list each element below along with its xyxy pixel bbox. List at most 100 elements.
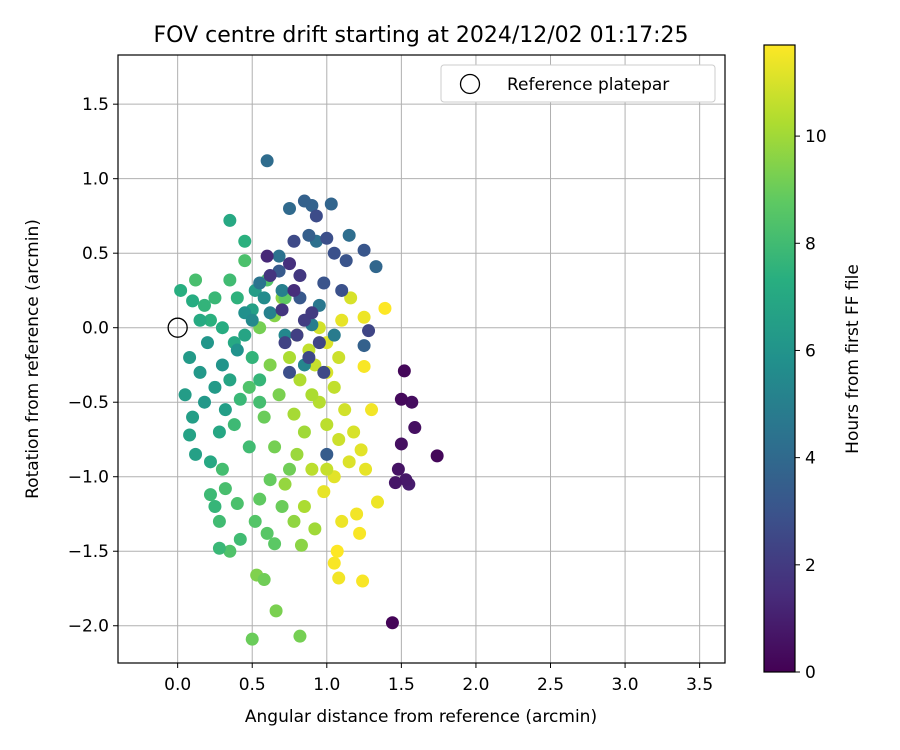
scatter-point xyxy=(283,365,297,379)
legend-open-circle-icon xyxy=(459,73,481,95)
legend-label: Reference platepar xyxy=(507,75,669,95)
scatter-point xyxy=(189,447,203,461)
scatter-point xyxy=(227,418,241,432)
scatter-point xyxy=(215,358,229,372)
scatter-point xyxy=(245,632,259,646)
scatter-point xyxy=(223,273,237,287)
scatter-point xyxy=(253,276,267,290)
scatter-point xyxy=(260,154,274,168)
scatter-point xyxy=(338,403,352,417)
scatter-point xyxy=(287,283,301,297)
scatter-point xyxy=(253,492,267,506)
scatter-point xyxy=(272,249,286,263)
scatter-point xyxy=(183,351,197,365)
scatter-point xyxy=(203,488,217,502)
scatter-point xyxy=(317,485,331,499)
scatter-point xyxy=(308,522,322,536)
scatter-point xyxy=(332,432,346,446)
scatter-point xyxy=(347,425,361,439)
chart-title: FOV centre drift starting at 2024/12/02 … xyxy=(154,23,689,48)
scatter-point xyxy=(357,359,371,373)
scatter-point xyxy=(278,477,292,491)
legend-box xyxy=(440,64,716,103)
colorbar-tick-label: 10 xyxy=(805,127,827,147)
scatter-point xyxy=(327,328,341,342)
scatter-point xyxy=(275,303,289,317)
scatter-point xyxy=(203,455,217,469)
scatter-point xyxy=(245,351,259,365)
scatter-point xyxy=(305,462,319,476)
scatter-point xyxy=(212,514,226,528)
scatter-point xyxy=(320,231,334,245)
scatter-point xyxy=(330,544,344,558)
y-tick-label: 1.0 xyxy=(82,170,109,190)
scatter-point xyxy=(335,514,349,528)
scatter-point xyxy=(186,410,200,424)
scatter-point xyxy=(215,321,229,335)
colorbar-gradient xyxy=(763,44,796,673)
scatter-point xyxy=(408,421,422,435)
scatter-point xyxy=(356,574,370,588)
scatter-point xyxy=(233,532,247,546)
scatter-point xyxy=(283,351,297,365)
scatter-point xyxy=(253,373,267,387)
scatter-point xyxy=(287,407,301,421)
scatter-point xyxy=(354,443,368,457)
scatter-point xyxy=(215,462,229,476)
scatter-point xyxy=(350,507,364,521)
scatter-point xyxy=(253,395,267,409)
scatter-point xyxy=(198,298,212,312)
scatter-point xyxy=(293,629,307,643)
scatter-point xyxy=(305,306,319,320)
colorbar-tick-label: 2 xyxy=(805,556,816,576)
scatter-point xyxy=(230,291,244,305)
scatter-point xyxy=(327,246,341,260)
colorbar-tick-label: 0 xyxy=(805,663,816,683)
scatter-point xyxy=(317,365,331,379)
scatter-point xyxy=(245,313,259,327)
scatter-point xyxy=(208,500,222,514)
scatter-point xyxy=(203,313,217,327)
scatter-point xyxy=(335,313,349,327)
scatter-point xyxy=(263,306,277,320)
y-tick-label: −2.0 xyxy=(68,617,109,637)
scatter-point xyxy=(283,462,297,476)
y-tick-label: 0.5 xyxy=(82,244,109,264)
scatter-point xyxy=(257,410,271,424)
scatter-point xyxy=(189,273,203,287)
x-tick-label: 3.0 xyxy=(612,675,639,695)
scatter-point xyxy=(359,462,373,476)
colorbar-tick-label: 6 xyxy=(805,341,816,361)
x-tick-label: 2.5 xyxy=(537,675,564,695)
scatter-point xyxy=(342,228,356,242)
scatter-point xyxy=(238,328,252,342)
scatter-point xyxy=(263,473,277,487)
scatter-point xyxy=(312,336,326,350)
scatter-point xyxy=(223,373,237,387)
colorbar: 0 2 4 6 8 10 Hours from first FF file xyxy=(763,44,863,683)
scatter-point xyxy=(268,440,282,454)
x-axis-ticks: 0.0 0.5 1.0 1.5 2.0 2.5 3.0 3.5 xyxy=(164,663,713,695)
scatter-point xyxy=(283,201,297,215)
scatter-point xyxy=(178,388,192,402)
scatter-point xyxy=(223,213,237,227)
scatter-point xyxy=(272,388,286,402)
x-tick-label: 1.5 xyxy=(388,675,415,695)
scatter-point xyxy=(430,449,444,463)
scatter-point xyxy=(238,254,252,268)
scatter-point xyxy=(200,336,214,350)
scatter-point xyxy=(230,343,244,357)
scatter-point xyxy=(394,437,408,451)
scatter-point xyxy=(388,476,402,490)
legend: Reference platepar xyxy=(440,64,716,103)
x-tick-label: 3.5 xyxy=(686,675,713,695)
scatter-point xyxy=(371,495,385,509)
scatter-point xyxy=(305,388,319,402)
scatter-point xyxy=(263,269,277,283)
scatter-point xyxy=(242,380,256,394)
scatter-point xyxy=(260,526,274,540)
scatter-point xyxy=(233,392,247,406)
scatter-point xyxy=(238,234,252,248)
scatter-point xyxy=(186,294,200,308)
